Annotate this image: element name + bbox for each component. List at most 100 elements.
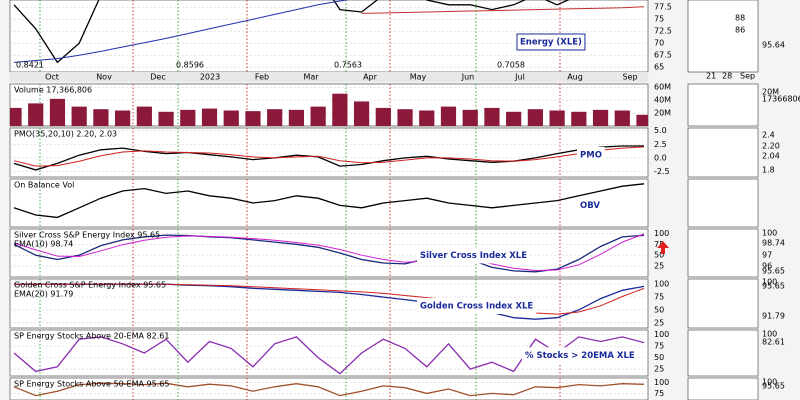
y-tick-label: 72.5: [654, 27, 672, 36]
side-label: 86: [735, 26, 745, 35]
panel-frame: [9, 127, 649, 178]
bar: [93, 109, 109, 126]
bar: [310, 106, 326, 126]
panel-title: Golden Cross S&P Energy Index 95.65: [14, 281, 166, 290]
y-tick-label: 100: [654, 378, 669, 387]
y-tick-label: 75: [654, 389, 664, 398]
bar: [245, 111, 261, 126]
bar: [462, 109, 478, 126]
y-tick-label: 50: [654, 353, 664, 362]
bar: [353, 101, 370, 126]
side-label: 96: [762, 262, 772, 271]
x-tick-label: Dec: [150, 73, 165, 82]
series-line: [13, 0, 350, 63]
x-tick-label: Apr: [363, 73, 378, 82]
series-line: [14, 283, 645, 315]
plot: [13, 0, 645, 64]
bar: [223, 110, 239, 126]
bar: [136, 106, 152, 126]
panel-frame: [9, 228, 649, 278]
annotation: OBV: [580, 201, 600, 211]
bar: [288, 109, 305, 126]
y-tick-label: 77.5: [654, 3, 672, 12]
annotation: PMO: [580, 150, 602, 160]
side-label: 2.20: [762, 142, 780, 151]
panel-frame: [9, 178, 649, 228]
panel-title: PMO(35,20,10) 2.20, 2.03: [14, 130, 117, 139]
x-tick-label: Oct: [45, 73, 59, 82]
bar: [592, 109, 609, 126]
annotation-box: [516, 33, 586, 51]
series-line: [13, 146, 645, 167]
side-label: 98.74: [762, 239, 785, 248]
y-tick-label: 100: [654, 330, 669, 339]
y-tick-label: 40M: [654, 96, 671, 105]
annotation-box: [417, 247, 531, 264]
point-label: 0.7058: [497, 61, 525, 70]
x-tick-label: 2023: [200, 73, 220, 82]
bar: [440, 106, 457, 126]
x-tick-label: Aug: [567, 73, 583, 82]
y-tick-label: 25: [654, 365, 664, 374]
side-label: 91.79: [762, 312, 785, 321]
panel-title: SP Energy Stocks Above 50-EMA 95.65: [14, 380, 169, 389]
series-line: [13, 234, 645, 273]
y-tick-label: 100: [654, 229, 669, 238]
bar: [201, 108, 218, 126]
panel-subtitle: EMA(20) 91.79: [14, 290, 73, 299]
panel-title: SP Energy Stocks Above 20-EMA 82.61: [14, 332, 169, 341]
side-label: 2.04: [762, 152, 780, 161]
side-label: 95.65: [762, 382, 785, 391]
x-tick-label: Sep: [622, 73, 637, 82]
side-label: 21: [706, 72, 716, 81]
bar: [614, 110, 630, 126]
plot: [10, 93, 648, 126]
y-tick-label: 75: [654, 293, 664, 302]
bar: [49, 98, 66, 126]
bar: [484, 107, 500, 126]
y-tick-label: 25: [654, 262, 664, 271]
annotation: Golden Cross Index XLE: [420, 301, 533, 311]
series-line: [13, 145, 644, 171]
y-tick-label: 65: [654, 63, 664, 72]
side-label: 20M: [762, 88, 779, 97]
bar: [506, 111, 522, 126]
side-label: 28: [722, 72, 732, 81]
plot: [13, 336, 645, 375]
y-tick-label: 75: [654, 240, 664, 249]
y-tick-label: 20M: [654, 109, 671, 118]
annotation-box: [522, 347, 638, 364]
side-label: 100: [762, 378, 777, 387]
date-axis: [10, 72, 648, 82]
x-tick-label: Feb: [255, 73, 269, 82]
panel-title: Volume 17,366,806: [14, 86, 92, 95]
side-label: 100: [762, 229, 777, 238]
side-frame: [687, 278, 759, 329]
panel-title: On Balance Vol: [14, 181, 74, 190]
side-label: 100: [762, 278, 777, 287]
series-line: [13, 233, 645, 272]
x-tick-label: Jul: [514, 73, 525, 82]
annotation: % Stocks > 20EMA XLE: [525, 351, 635, 361]
y-tick-label: 50: [654, 305, 664, 314]
bar: [636, 114, 648, 126]
side-frame: [687, 83, 759, 127]
y-tick-label: 60M: [654, 83, 671, 92]
y-tick-label: 0.0: [654, 153, 667, 162]
bar: [158, 111, 174, 126]
side-label: 82.61: [762, 338, 785, 347]
side-frame: [687, 0, 759, 73]
side-label: Sep: [740, 72, 755, 81]
plot: [13, 382, 645, 397]
y-tick-label: 2.5: [654, 140, 667, 149]
panel-frame: [9, 278, 649, 329]
y-tick-label: 67.5: [654, 51, 672, 60]
series-line: [13, 336, 645, 375]
bar: [527, 109, 543, 126]
bar: [419, 110, 435, 126]
bar: [115, 110, 131, 126]
side-label: 95.65: [762, 282, 785, 291]
side-frame: [687, 127, 759, 178]
bar: [28, 103, 44, 126]
